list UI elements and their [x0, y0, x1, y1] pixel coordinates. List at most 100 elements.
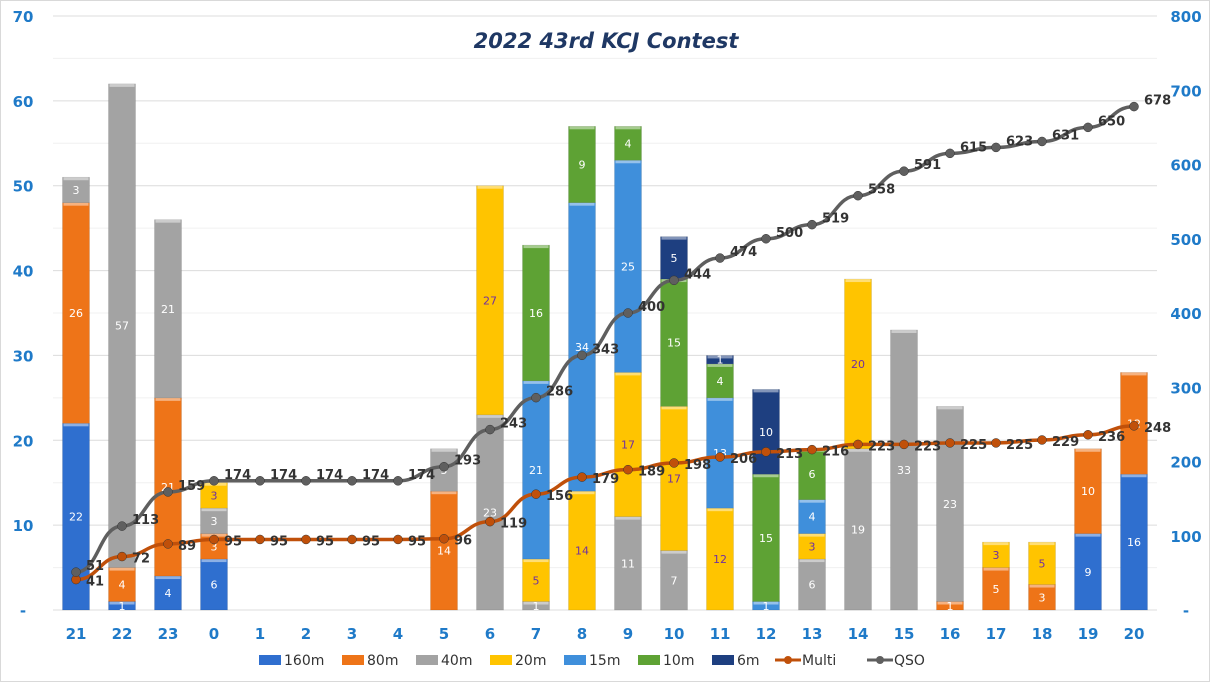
data-label-Multi: 89	[178, 539, 196, 554]
point-Multi	[669, 458, 679, 468]
data-label-Multi: 72	[132, 552, 150, 567]
bar-label-160m: 9	[1085, 566, 1092, 579]
data-label-QSO: 174	[270, 468, 297, 483]
data-label-Multi: 95	[362, 534, 380, 549]
point-Multi	[255, 534, 265, 545]
bar-highlight	[477, 414, 503, 418]
y-tick-label: 60	[13, 93, 34, 111]
bar-highlight	[753, 601, 779, 605]
y-tick-label: 10	[13, 517, 34, 535]
bar-label-20m: 12	[713, 553, 727, 566]
data-label-Multi: 213	[776, 447, 803, 462]
bar-label-15m: 34	[575, 341, 589, 354]
data-label-Multi: 96	[454, 534, 472, 549]
bar-80m	[108, 567, 136, 602]
bar-40m	[200, 507, 228, 534]
bar-highlight	[753, 389, 779, 393]
y2-tick-label: 500	[1170, 231, 1201, 249]
bar-label-15m: 21	[529, 464, 543, 477]
y-tick-label: -	[20, 602, 26, 620]
y2-tick-label: 700	[1170, 82, 1201, 100]
bar-label-40m: 19	[851, 523, 865, 536]
data-label-Multi: 225	[1006, 438, 1033, 453]
bar-6m	[660, 236, 688, 280]
bar-label-40m: 3	[73, 184, 80, 197]
bar-highlight	[937, 406, 963, 410]
point-QSO	[761, 234, 771, 244]
data-label-QSO: 631	[1052, 128, 1079, 143]
legend-swatch-10m	[638, 655, 660, 665]
bar-label-20m: 3	[809, 540, 816, 553]
point-QSO	[439, 461, 449, 472]
point-QSO	[485, 424, 495, 435]
legend-swatch-20m	[490, 655, 512, 665]
bar-6m	[752, 389, 780, 475]
bar-label-40m: 3	[211, 515, 218, 528]
point-Multi	[1129, 421, 1139, 431]
bar-label-80m: 10	[1081, 485, 1095, 498]
bar-label-20m: 5	[1039, 557, 1046, 570]
data-label-QSO: 193	[454, 454, 481, 469]
bar-10m	[706, 363, 734, 399]
bar-highlight	[1029, 584, 1055, 588]
x-tick-label: 20	[1124, 625, 1145, 643]
x-tick-label: 18	[1032, 625, 1053, 643]
x-tick-label: 22	[112, 625, 133, 643]
bar-highlight	[201, 559, 227, 563]
bar-20m	[982, 541, 1010, 568]
point-QSO	[899, 166, 909, 176]
bar-highlight	[845, 279, 871, 283]
point-Multi	[209, 534, 219, 545]
point-Multi	[439, 533, 449, 544]
data-label-Multi: 156	[546, 489, 573, 504]
bar-highlight	[109, 601, 135, 605]
point-QSO	[393, 476, 403, 486]
bar-10m	[660, 278, 688, 407]
data-label-Multi: 229	[1052, 435, 1079, 450]
bar-highlight	[523, 559, 549, 563]
bar-label-80m: 26	[69, 307, 83, 320]
bar-highlight	[1075, 448, 1101, 452]
point-Multi	[301, 534, 311, 545]
data-label-QSO: 174	[316, 468, 343, 483]
bar-highlight	[753, 474, 779, 478]
line-QSO	[75, 104, 1135, 574]
x-tick-label: 14	[848, 625, 869, 643]
data-label-QSO: 286	[546, 385, 573, 400]
bar-label-20m: 17	[621, 439, 635, 452]
bar-highlight	[569, 491, 595, 495]
bar-highlight	[109, 83, 135, 87]
x-tick-label: 17	[986, 625, 1007, 643]
point-Multi	[761, 447, 771, 457]
x-tick-label: 11	[710, 625, 731, 643]
point-QSO	[715, 253, 725, 263]
data-label-Multi: 248	[1144, 421, 1171, 436]
point-QSO	[991, 142, 1001, 153]
bar-highlight	[1075, 533, 1101, 537]
legend-swatch-15m	[564, 655, 586, 665]
x-tick-label: 19	[1078, 625, 1099, 643]
bar-highlight	[201, 508, 227, 512]
bar-label-80m: 5	[993, 583, 1000, 596]
legend-swatch-40m	[416, 655, 438, 665]
legend-label-20m: 20m	[515, 653, 546, 669]
point-QSO	[807, 219, 817, 230]
bar-highlight	[569, 126, 595, 130]
x-tick-label: 7	[531, 625, 541, 643]
bar-label-15m: 4	[809, 511, 816, 524]
legend-label-80m: 80m	[367, 653, 398, 669]
bar-15m	[798, 499, 826, 534]
bar-label-80m: 3	[211, 540, 218, 553]
x-tick-label: 21	[66, 625, 87, 643]
y2-tick-label: 200	[1170, 454, 1201, 472]
x-tick-label: 12	[756, 625, 777, 643]
x-tick-label: 15	[894, 625, 915, 643]
bar-40m	[476, 414, 504, 611]
data-label-Multi: 189	[638, 465, 665, 480]
bar-label-40m: 57	[115, 320, 129, 333]
data-label-QSO: 591	[914, 158, 941, 173]
bar-label-160m: 22	[69, 511, 83, 524]
point-Multi	[1037, 435, 1047, 445]
point-QSO	[853, 190, 863, 201]
bar-label-80m: 4	[119, 579, 126, 592]
